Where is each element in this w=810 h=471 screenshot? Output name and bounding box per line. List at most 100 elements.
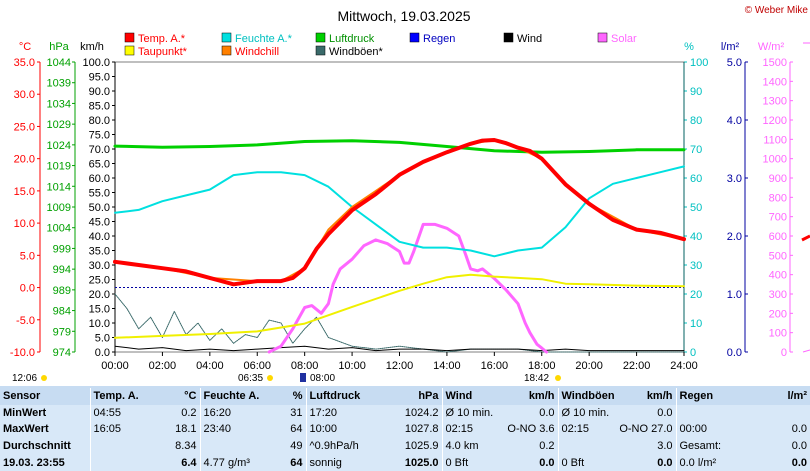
- sun-marker-label: 06:35: [238, 373, 263, 384]
- solar-tick-label: 1200: [763, 115, 787, 127]
- sun-marker-label: 12:06: [12, 373, 37, 384]
- left-axes: 35.0 30.0 25.0 20.0 15.0 10.0 5.0 0.0 -5.0 -10.0 1…: [10, 57, 116, 359]
- pressure-tick-label: 979: [53, 326, 71, 338]
- solar-tick-label: 1300: [763, 96, 787, 108]
- stats-row: Durchschnitt 8.34 49 ^0.9hPa/h 1025.9 4.0 km 0…: [0, 437, 810, 455]
- x-tick-label: 02:00: [149, 360, 177, 372]
- solar-tick-label: 1500: [763, 57, 787, 69]
- solar-tick-label: 0: [781, 347, 787, 359]
- humidity-unit-label: %: [684, 41, 694, 53]
- stats-cell: Sensor: [0, 388, 90, 405]
- wind-tick-label: 75.0: [89, 130, 110, 142]
- x-tick-label: 04:00: [196, 360, 224, 372]
- humidity-tick-label: 20: [690, 289, 702, 301]
- pressure-tick-label: 1024: [47, 140, 71, 152]
- stats-cell: 00:00: [675, 421, 746, 438]
- pressure-tick-label: 1004: [47, 223, 71, 235]
- legend-swatch: [315, 45, 326, 56]
- legend-swatch: [409, 32, 420, 43]
- solar-tick-label: 800: [769, 192, 787, 204]
- wind-tick-label: 60.0: [89, 173, 110, 185]
- temp-tick-label: 5.0: [20, 250, 35, 262]
- stats-cell: Regen: [675, 388, 746, 405]
- temp-tick-label: -5.0: [16, 315, 35, 327]
- x-tick-label: 00:00: [101, 360, 129, 372]
- stats-cell: 64: [290, 456, 303, 469]
- legend-swatch: [124, 45, 135, 56]
- stats-cell: MinWert: [3, 406, 47, 419]
- stats-cell: [746, 405, 810, 422]
- stats-cell: hPa: [368, 388, 442, 405]
- stats-cell: 0.2: [539, 440, 555, 453]
- humidity-tick-label: 30: [690, 260, 702, 272]
- stats-cell: Luftdruck: [305, 388, 368, 405]
- stats-cell: 1024.2: [404, 406, 439, 419]
- wind-tick-label: 25.0: [89, 275, 110, 287]
- x-tick-label: 22:00: [623, 360, 651, 372]
- legend-label: Wind: [517, 33, 542, 45]
- wind-tick-label: 5.0: [95, 333, 110, 345]
- stats-cell: 17:20: [305, 404, 368, 422]
- stats-cell: 1025.9: [404, 440, 439, 453]
- pressure-tick-label: 994: [53, 264, 71, 276]
- stats-row: 19.03. 23:55 6.4 4.77 g/m³ 64 sonnig 1025.0 0 …: [0, 454, 810, 471]
- wind-tick-label: 35.0: [89, 246, 110, 258]
- sun-marker-label: 18:42: [524, 373, 549, 384]
- legend-swatch: [503, 32, 514, 43]
- x-tick-label: 12:00: [386, 360, 414, 372]
- stats-header-row: Sensor Temp. A. °C Feuchte A.% Luftdruck hPa W…: [0, 388, 810, 405]
- solar-tick-label: 400: [769, 270, 787, 282]
- wind-tick-label: 95.0: [89, 72, 110, 84]
- stats-cell: 3.0: [657, 440, 673, 453]
- stats-cell: 0.0: [791, 423, 807, 436]
- x-tick-label: 06:00: [243, 360, 271, 372]
- stats-cell: 49: [290, 440, 303, 453]
- series-temp-a: [113, 138, 686, 287]
- x-tick-label: 08:00: [291, 360, 319, 372]
- legend-label: Regen: [423, 33, 455, 45]
- pressure-tick-label: 1029: [47, 119, 71, 131]
- stats-cell: sonnig: [305, 454, 368, 471]
- legend-label: Windböen*: [329, 46, 384, 58]
- stats-cell: Ø 10 min.: [557, 404, 616, 422]
- stats-cell: O-NO 27.0: [619, 423, 673, 436]
- stats-cell: 0.0 l/m²: [675, 454, 746, 471]
- wind-tick-label: 90.0: [89, 86, 110, 98]
- legend-label: Solar: [611, 33, 637, 45]
- stats-cell: 16:20: [199, 404, 262, 422]
- humidity-tick-label: 60: [690, 173, 702, 185]
- chart-legend: Temp. A.* Feuchte A.* Luftdruck Regen Wind So…: [124, 32, 637, 58]
- pressure-tick-label: 1009: [47, 202, 71, 214]
- rain-tick-label: 3.0: [727, 173, 742, 185]
- solar-unit-label: W/m²: [758, 41, 785, 53]
- sun-marker-flag: [300, 373, 306, 382]
- temp-tick-label: -10.0: [10, 347, 35, 359]
- temp-tick-label: 25.0: [14, 121, 35, 133]
- pressure-tick-label: 984: [53, 306, 71, 318]
- stats-cell: 4.77 g/m³: [199, 454, 262, 471]
- series-windböen: [114, 293, 685, 353]
- wind-unit-label: km/h: [80, 41, 104, 53]
- temp-tick-label: 10.0: [14, 218, 35, 230]
- x-tick-label: 10:00: [338, 360, 366, 372]
- humidity-tick-label: 90: [690, 86, 702, 98]
- humidity-tick-label: 80: [690, 115, 702, 127]
- wind-tick-label: 55.0: [89, 188, 110, 200]
- legend-label: Temp. A.*: [138, 33, 186, 45]
- sun-marker-dot: [41, 375, 47, 381]
- wind-tick-label: 80.0: [89, 115, 110, 127]
- stats-cell: 8.34: [175, 440, 197, 453]
- stats-cell: 02:15: [441, 421, 502, 438]
- pressure-tick-label: 989: [53, 285, 71, 297]
- legend-label: Feuchte A.*: [235, 33, 293, 45]
- stats-cell: Windböen: [557, 388, 616, 405]
- legend-swatch: [221, 32, 232, 43]
- humidity-tick-label: 10: [690, 318, 702, 330]
- stats-table: Sensor Temp. A. °C Feuchte A.% Luftdruck hPa W…: [0, 388, 810, 471]
- right-axes: 10090807060504030201005.04.03.02.01.00.0…: [683, 57, 793, 359]
- series-wind: [114, 345, 685, 352]
- pressure-tick-label: 1019: [47, 161, 71, 173]
- stats-cell: 0 Bft: [441, 454, 502, 471]
- series-feuchte-a: [114, 165, 685, 258]
- sun-marker-dot: [267, 375, 273, 381]
